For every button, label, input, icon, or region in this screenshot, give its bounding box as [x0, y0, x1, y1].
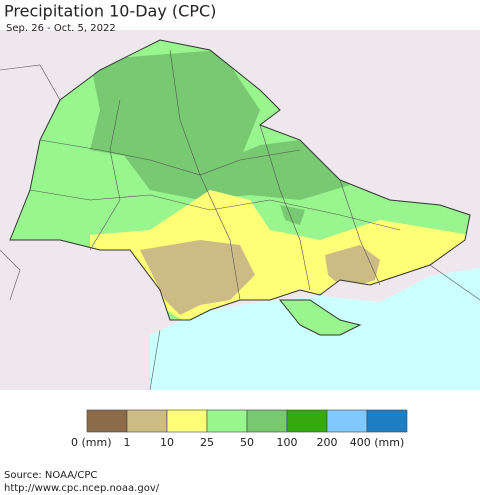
title: Precipitation 10-Day (CPC) — [4, 2, 216, 21]
map — [0, 30, 480, 391]
legend-label: 10 — [160, 436, 174, 449]
legend-label: 400 (mm) — [350, 436, 405, 449]
legend-label: 100 — [277, 436, 298, 449]
country-border — [9, 39, 471, 321]
legend: 0 (mm) 1 10 25 50 100 200 400 (mm) — [71, 409, 408, 449]
source-url: http://www.cpc.ncep.noaa.gov/ — [4, 483, 160, 494]
legend-swatch — [126, 409, 168, 433]
legend-swatch — [206, 409, 248, 433]
legend-label: 50 — [240, 436, 254, 449]
legend-label: 25 — [200, 436, 214, 449]
subtitle: Sep. 26 - Oct. 5, 2022 — [6, 23, 116, 34]
source: Source: NOAA/CPC — [4, 470, 97, 481]
legend-label: 0 (mm) — [71, 436, 112, 449]
legend-label: 1 — [124, 436, 131, 449]
legend-swatch — [326, 409, 368, 433]
legend-swatch — [366, 409, 408, 433]
legend-swatch — [166, 409, 208, 433]
crimea-border — [278, 299, 362, 336]
region-borders — [29, 49, 401, 301]
legend-swatch — [246, 409, 288, 433]
legend-swatch — [86, 409, 128, 433]
neighbor-borders — [0, 64, 480, 391]
legend-swatch — [286, 409, 328, 433]
legend-label: 200 — [317, 436, 338, 449]
